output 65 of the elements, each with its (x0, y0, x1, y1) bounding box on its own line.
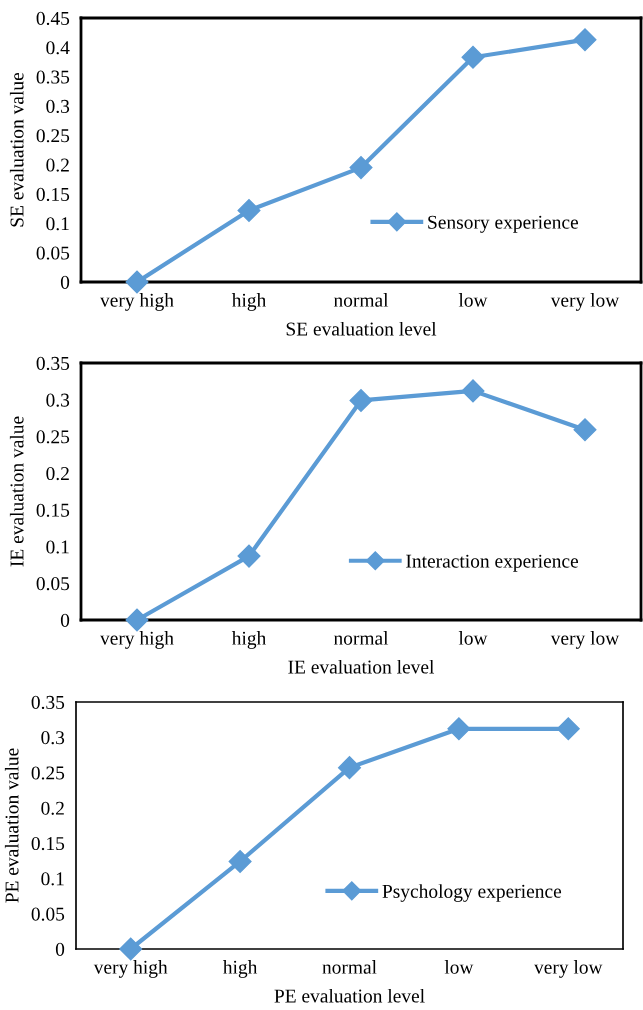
y-tick-label: 0.1 (46, 540, 69, 554)
x-axis-title: IE evaluation level (288, 659, 435, 674)
x-tick-label: normal (333, 631, 389, 645)
x-tick-label: very high (93, 960, 168, 978)
x-tick-label: high (223, 960, 258, 978)
y-tick-label: 0.1 (41, 872, 64, 886)
point (125, 270, 149, 294)
y-tick-label: 0.2 (46, 158, 69, 172)
y-axis-title: PE evaluation value (4, 748, 19, 903)
x-tick-label: high (231, 293, 267, 311)
point (349, 156, 373, 180)
legend-label: Interaction experience (406, 554, 579, 572)
y-tick-label: 0.1 (46, 217, 69, 231)
y-tick-label: 0.4 (46, 41, 70, 55)
point (228, 849, 252, 873)
x-tick-label: high (231, 631, 267, 649)
point (573, 418, 597, 442)
y-tick-label: 0.25 (36, 129, 70, 143)
y-tick-label: 0.25 (36, 430, 70, 444)
x-axis-title: SE evaluation level (286, 321, 437, 336)
y-tick-label: 0.3 (41, 731, 65, 745)
y-tick-label: 0 (55, 942, 65, 956)
x-tick-label: normal (322, 960, 377, 974)
x-tick-label: very high (100, 293, 174, 311)
point (461, 45, 485, 69)
y-tick-label: 0 (60, 613, 70, 627)
point (125, 608, 149, 632)
y-tick-label: 0.35 (36, 356, 70, 371)
point (119, 937, 143, 961)
x-tick-label: very low (550, 293, 620, 311)
point (447, 717, 471, 741)
x-tick-label: normal (333, 293, 389, 307)
y-tick-label: 0.35 (36, 70, 70, 84)
point (573, 28, 597, 52)
x-tick-label: low (458, 631, 488, 645)
y-tick-label: 0.3 (46, 393, 70, 407)
point (338, 756, 361, 780)
point (461, 379, 485, 403)
y-tick-label: 0.15 (31, 836, 65, 851)
y-tick-label: 0.45 (36, 11, 70, 26)
y-axis-title: SE evaluation value (9, 72, 24, 227)
x-tick-label: low (458, 293, 488, 307)
y-tick-label: 0.05 (36, 577, 70, 591)
y-tick-label: 0.05 (36, 246, 70, 260)
legend-label: Sensory experience (428, 215, 579, 233)
y-tick-label: 0.25 (31, 766, 65, 780)
y-tick-label: 0.35 (31, 695, 65, 710)
y-tick-label: 0.15 (36, 187, 70, 202)
point (237, 544, 261, 568)
x-tick-label: very high (100, 631, 174, 649)
point (556, 717, 580, 741)
y-tick-label: 0.15 (36, 503, 70, 517)
y-tick-label: 0.3 (46, 99, 70, 114)
x-tick-label: low (444, 960, 474, 974)
y-tick-label: 0 (60, 275, 70, 289)
y-tick-label: 0.2 (41, 801, 64, 815)
legend-label: Psychology experience (382, 884, 562, 902)
x-tick-label: very low (550, 631, 620, 649)
y-tick-label: 0.2 (46, 466, 69, 481)
x-tick-label: very low (534, 960, 603, 978)
x-axis-title: PE evaluation level (274, 988, 425, 1003)
point (349, 388, 373, 412)
y-axis-title: IE evaluation value (9, 416, 24, 567)
y-tick-label: 0.05 (31, 907, 65, 921)
point (237, 198, 261, 222)
